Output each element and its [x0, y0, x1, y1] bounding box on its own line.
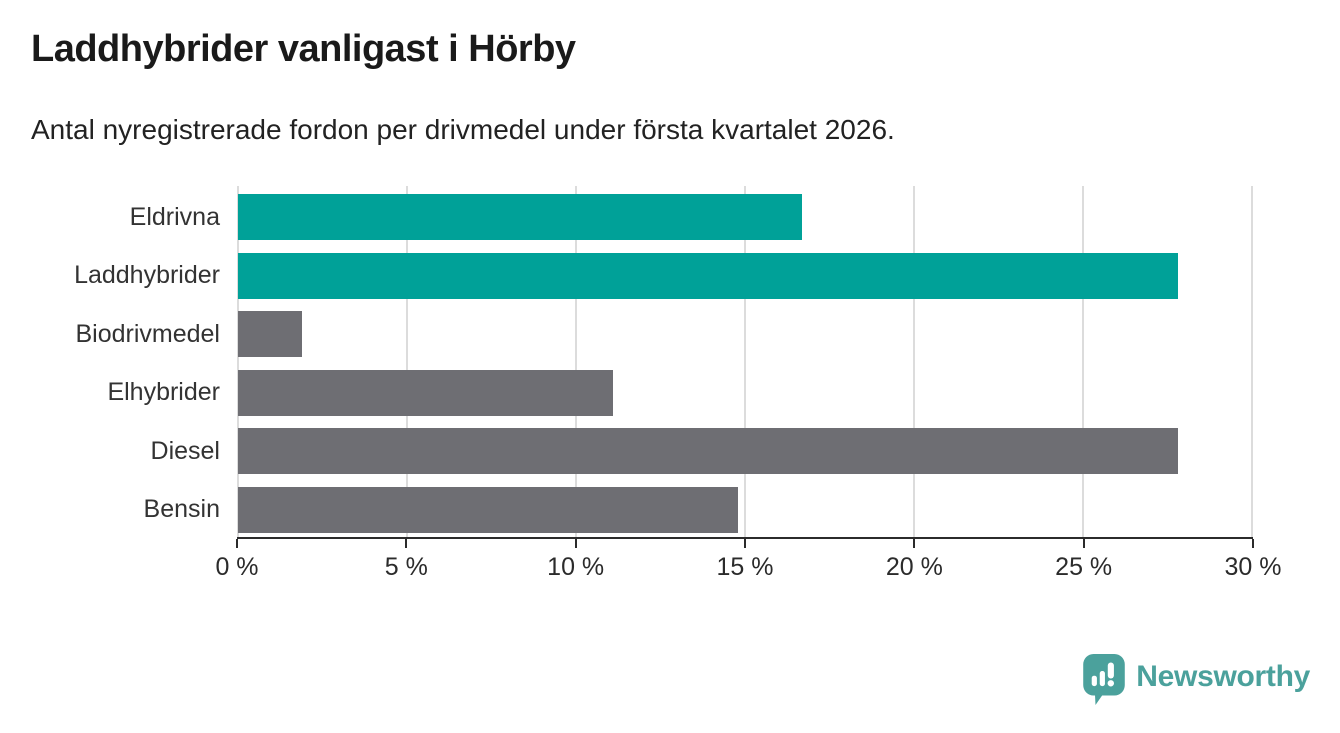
category-label-laddhybrider: Laddhybrider [74, 261, 220, 290]
x-tick-mark-25 [1082, 539, 1085, 548]
category-label-biodrivmedel: Biodrivmedel [75, 319, 220, 348]
bar-chart-plot-area: Eldrivna Laddhybrider Biodrivmedel Elhybrid… [74, 186, 1253, 537]
category-label-elhybrider: Elhybrider [107, 378, 220, 407]
gridline-5 [406, 186, 408, 537]
chart-subtitle: Antal nyregistrerade fordon per drivmede… [31, 114, 895, 145]
gridline-10 [575, 186, 577, 537]
x-tick-label-20: 20 % [885, 553, 943, 581]
newsworthy-logo: Newsworthy [1083, 654, 1310, 705]
category-label-diesel: Diesel [150, 436, 220, 465]
x-tick-label-15: 15 % [716, 553, 774, 581]
gridline-30 [1251, 186, 1253, 537]
x-tick-mark-20 [913, 539, 916, 548]
bar-elhybrider [238, 369, 614, 416]
gridline-0 [237, 186, 239, 537]
bar-diesel [238, 428, 1178, 475]
x-tick-mark-0 [236, 539, 238, 548]
bar-row: Laddhybrider [74, 252, 1252, 299]
x-axis: 0 % 5 % 10 % 15 % 20 % 25 % 30 % [215, 537, 1281, 581]
bar-eldrivna [238, 194, 803, 240]
x-tick-label-30: 30 % [1224, 553, 1282, 581]
gridline-20 [913, 186, 915, 537]
bar-row: Elhybrider [107, 369, 1252, 416]
category-label-bensin: Bensin [143, 495, 220, 524]
bar-laddhybrider [238, 252, 1178, 299]
x-tick-mark-15 [744, 539, 746, 548]
x-tick-mark-5 [405, 539, 408, 548]
x-tick-label-25: 25 % [1055, 553, 1113, 581]
bar-row: Bensin [144, 486, 1252, 533]
bar-row: Biodrivmedel [75, 311, 1252, 358]
bar-bensin [238, 486, 739, 533]
chart-title: Laddhybrider vanligast i Hörby [31, 28, 576, 70]
category-label-eldrivna: Eldrivna [129, 202, 220, 231]
bar-row: Diesel [151, 428, 1252, 475]
x-tick-label-10: 10 % [547, 553, 605, 581]
bar-biodrivmedel [238, 311, 303, 358]
gridline-25 [1082, 186, 1084, 537]
gridline-15 [744, 186, 746, 537]
x-tick-mark-30 [1252, 539, 1254, 548]
newsworthy-wordmark: Newsworthy [1136, 659, 1310, 693]
x-tick-mark-10 [574, 539, 577, 548]
x-tick-label-5: 5 % [384, 553, 428, 581]
x-tick-label-0: 0 % [215, 553, 259, 581]
newsworthy-icon [1083, 654, 1126, 705]
bar-row: Eldrivna [130, 194, 1252, 240]
